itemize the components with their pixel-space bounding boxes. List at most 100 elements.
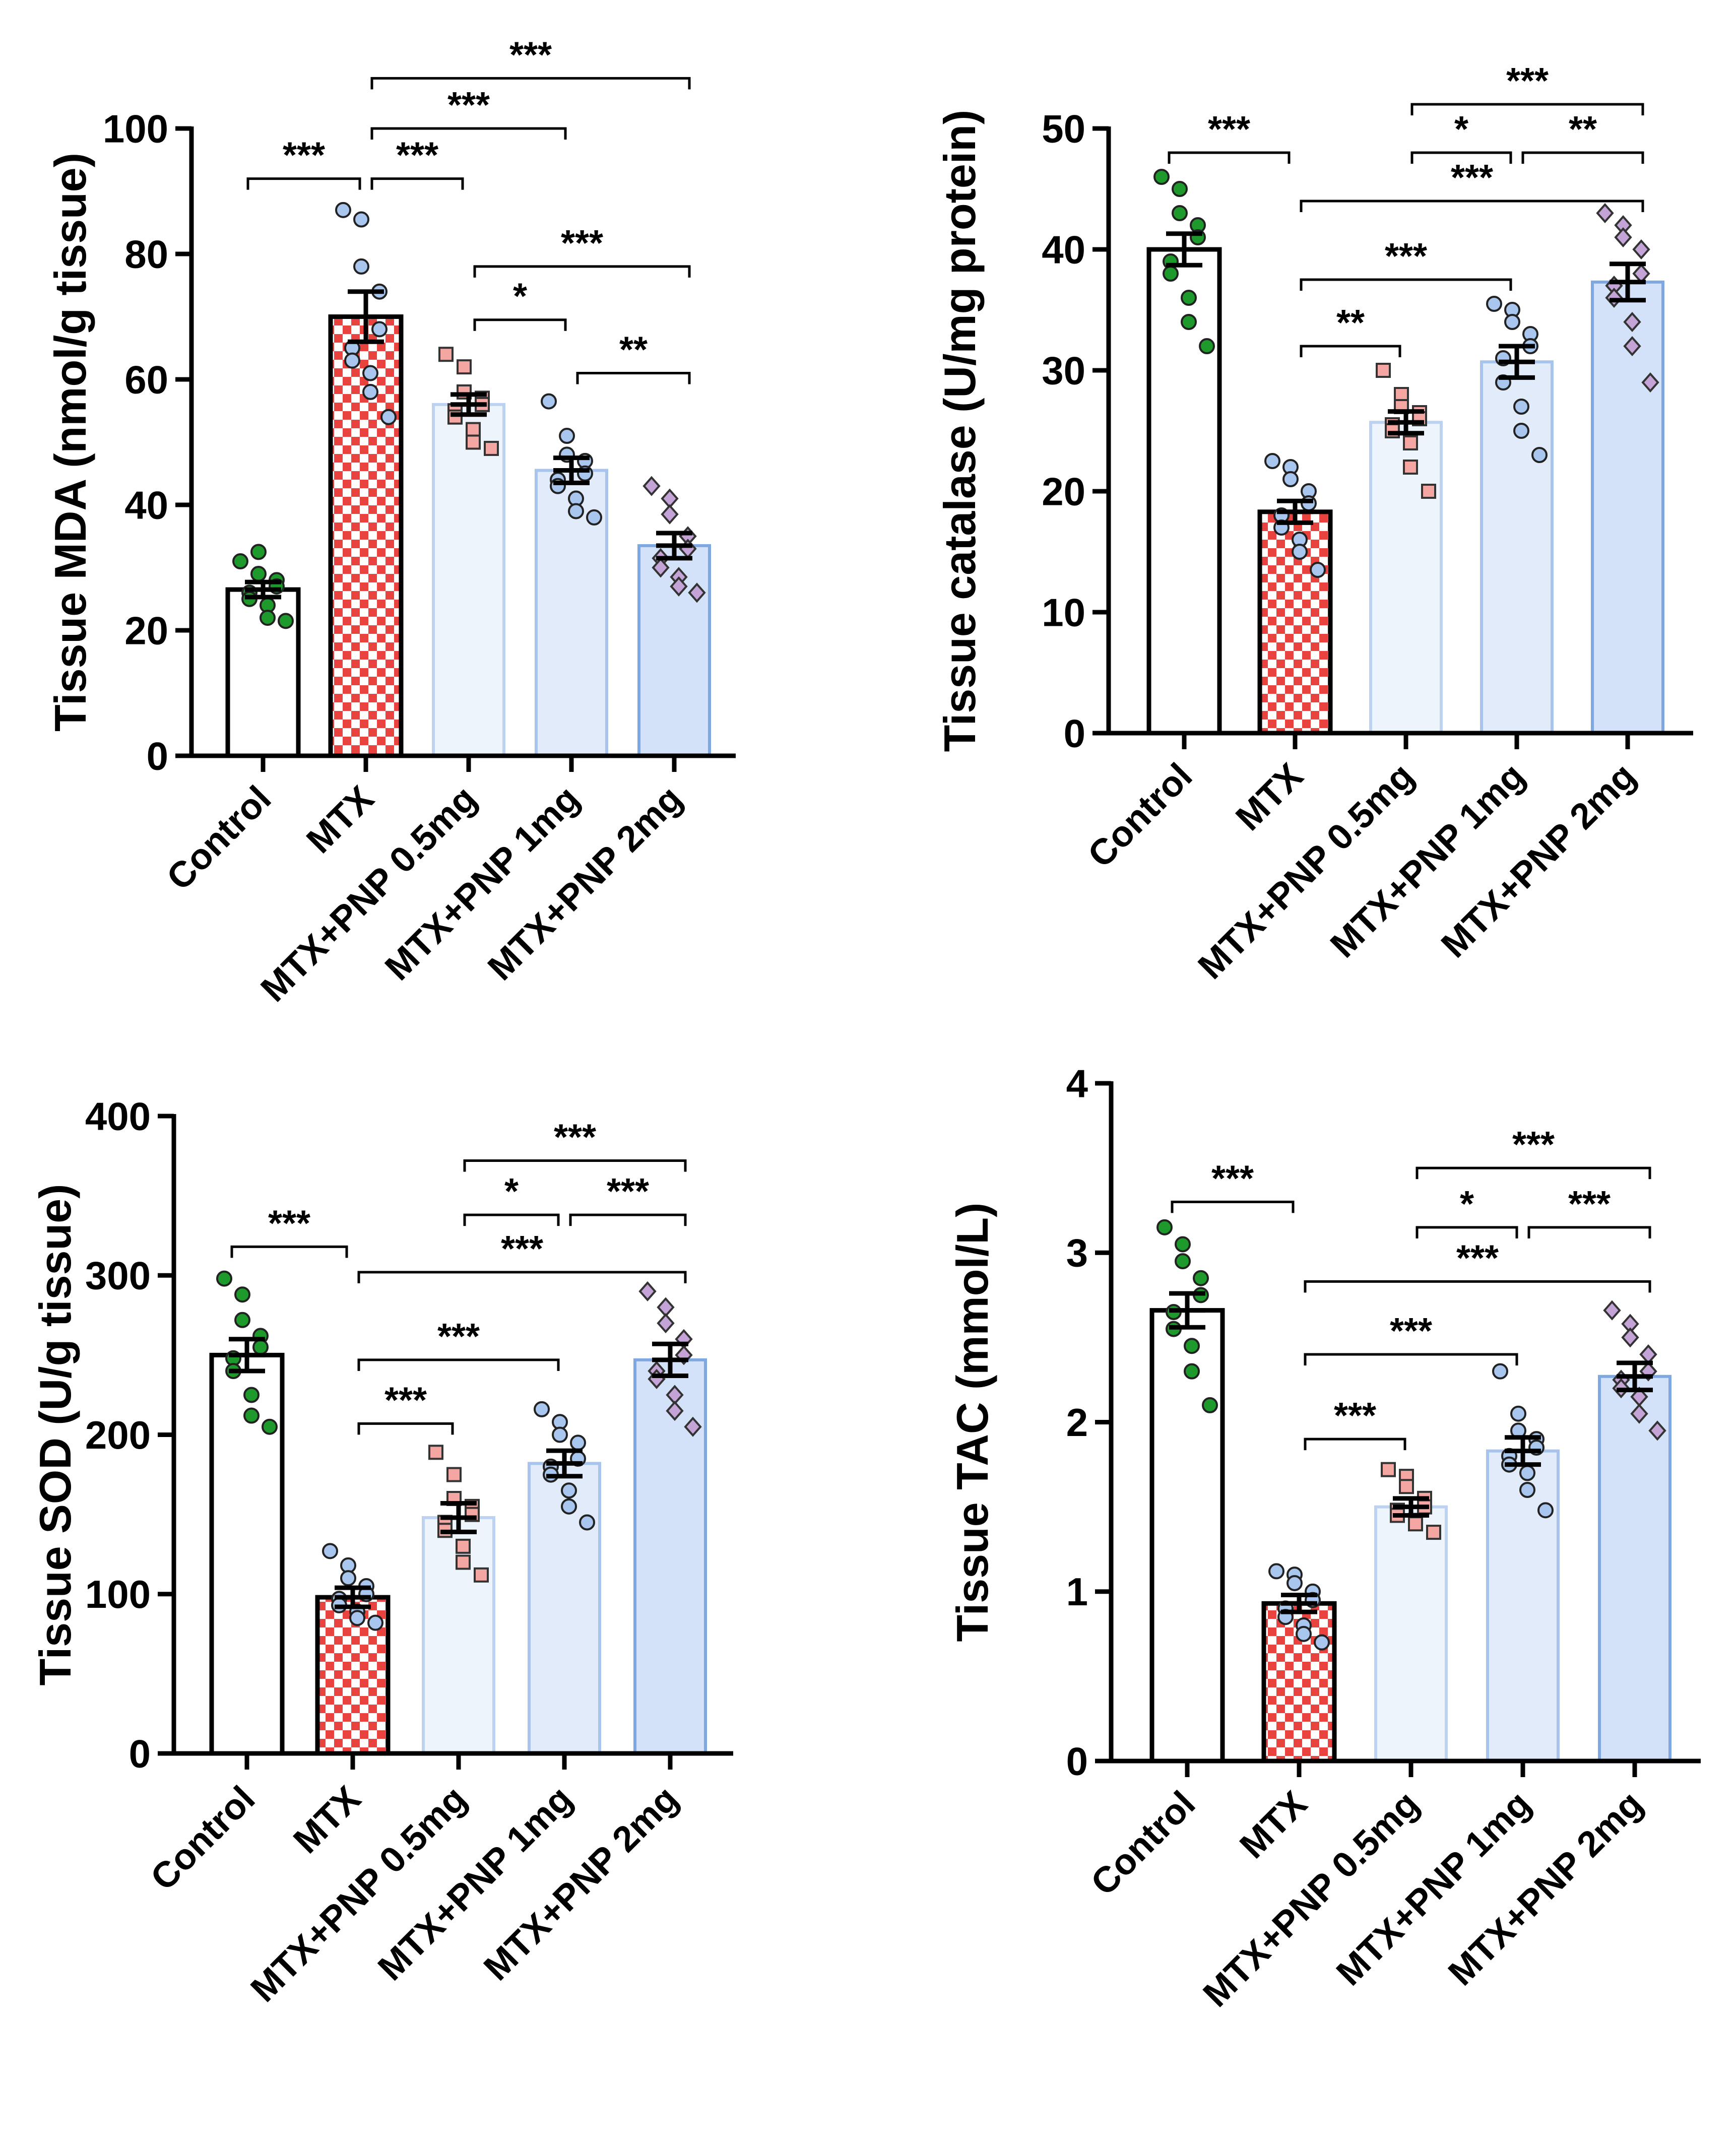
data-point: [568, 503, 584, 519]
bar-mtx-plus-pnp-0-5mg: [1374, 1505, 1448, 1763]
significance-bracket: *: [1410, 109, 1512, 164]
significance-bracket: ***: [357, 1380, 454, 1435]
y-tick-label: 400: [85, 1094, 151, 1138]
y-tick-label: 1: [1066, 1570, 1088, 1614]
data-point: [561, 1498, 577, 1515]
data-point: [1630, 1403, 1648, 1424]
significance-label: ***: [437, 1317, 480, 1357]
error-bar: [245, 579, 281, 600]
data-point: [1172, 205, 1188, 221]
error-bar: [1499, 344, 1535, 380]
data-point: [362, 383, 378, 400]
data-point: [1632, 239, 1650, 260]
significance-bracket: *: [1416, 1184, 1518, 1238]
data-point: [541, 393, 557, 410]
data-point: [371, 321, 388, 338]
data-point: [1492, 1363, 1508, 1380]
x-category-label: Control: [1083, 1784, 1203, 1904]
error-bar: [440, 1501, 477, 1534]
significance-label: ***: [396, 136, 438, 176]
data-point: [670, 576, 688, 597]
significance-label: ***: [1334, 1396, 1376, 1436]
error-bar: [1505, 1435, 1541, 1467]
significance-label: ***: [561, 223, 603, 264]
data-point: [1193, 1270, 1209, 1286]
data-point: [1264, 453, 1280, 469]
x-category-label: MTX: [1232, 1784, 1315, 1866]
significance-bracket: ***: [1300, 158, 1644, 212]
y-axis-title: Tissue catalase (U/mg protein): [935, 110, 985, 752]
error-bar: [451, 392, 487, 417]
y-tick-label: 20: [124, 608, 168, 653]
data-point: [456, 1538, 471, 1554]
data-point: [1486, 296, 1502, 312]
data-point: [1287, 1575, 1303, 1591]
significance-label: **: [1569, 109, 1597, 150]
bar-mtx-plus-pnp-0-5mg: [432, 403, 505, 757]
data-point: [688, 582, 706, 603]
significance-label: ***: [607, 1171, 649, 1212]
significance-label: ***: [384, 1380, 427, 1420]
data-point: [1621, 1327, 1639, 1348]
data-point: [344, 352, 360, 369]
data-point: [232, 553, 248, 570]
data-point: [362, 365, 378, 381]
significance-bracket: **: [576, 330, 691, 384]
data-point: [438, 347, 454, 362]
significance-label: *: [513, 277, 527, 317]
significance-label: ***: [554, 1118, 596, 1158]
data-point: [561, 1482, 577, 1499]
y-tick-label: 2: [1066, 1400, 1088, 1445]
data-point: [559, 428, 575, 444]
data-point: [1639, 1344, 1657, 1365]
data-point: [466, 422, 481, 437]
y-tick-label: 100: [85, 1572, 151, 1616]
data-point: [1292, 544, 1308, 560]
data-point: [1510, 1405, 1526, 1422]
significance-label: *: [1454, 109, 1468, 150]
data-point: [1202, 1397, 1218, 1413]
data-point: [1153, 169, 1170, 185]
significance-bracket: ***: [370, 35, 691, 90]
data-point: [1163, 266, 1179, 282]
significance-bracket: ***: [357, 1317, 560, 1371]
data-point: [684, 1416, 702, 1437]
significance-bracket: ***: [1300, 236, 1512, 291]
significance-label: ***: [1385, 236, 1427, 277]
error-bar: [553, 455, 590, 485]
y-tick-label: 4: [1066, 1061, 1088, 1105]
data-point: [466, 434, 481, 450]
y-tick-label: 40: [1042, 227, 1085, 272]
data-point: [1403, 435, 1418, 450]
significance-bracket: ***: [1171, 1158, 1295, 1213]
data-point: [252, 1339, 269, 1355]
data-point: [262, 1418, 278, 1435]
y-tick-label: 10: [1042, 590, 1085, 634]
significance-label: ***: [509, 35, 552, 75]
data-point: [1531, 447, 1548, 463]
x-category-label: MTX+PNP 2mg: [480, 778, 690, 988]
data-point: [349, 1610, 365, 1626]
data-point: [278, 613, 294, 629]
bar-control: [1146, 247, 1222, 736]
significance-bracket: ***: [1304, 1238, 1651, 1293]
data-point: [642, 476, 661, 496]
data-point: [1426, 1525, 1441, 1540]
x-category-label: MTX+PNP 2mg: [1441, 1784, 1650, 1993]
data-point: [1296, 1625, 1312, 1642]
bar-mtx-plus-pnp-1mg: [1480, 360, 1554, 735]
significance-bracket: ***: [357, 1229, 687, 1283]
data-point: [1376, 363, 1391, 378]
error-bar: [546, 1448, 583, 1479]
y-tick-label: 100: [103, 106, 168, 151]
x-category-label: MTX+PNP 2mg: [476, 1779, 686, 1988]
x-category-label: MTX: [1228, 756, 1311, 838]
data-point: [661, 504, 679, 525]
data-point: [1399, 1479, 1414, 1494]
error-bar: [1388, 409, 1424, 436]
data-point: [428, 1445, 443, 1460]
